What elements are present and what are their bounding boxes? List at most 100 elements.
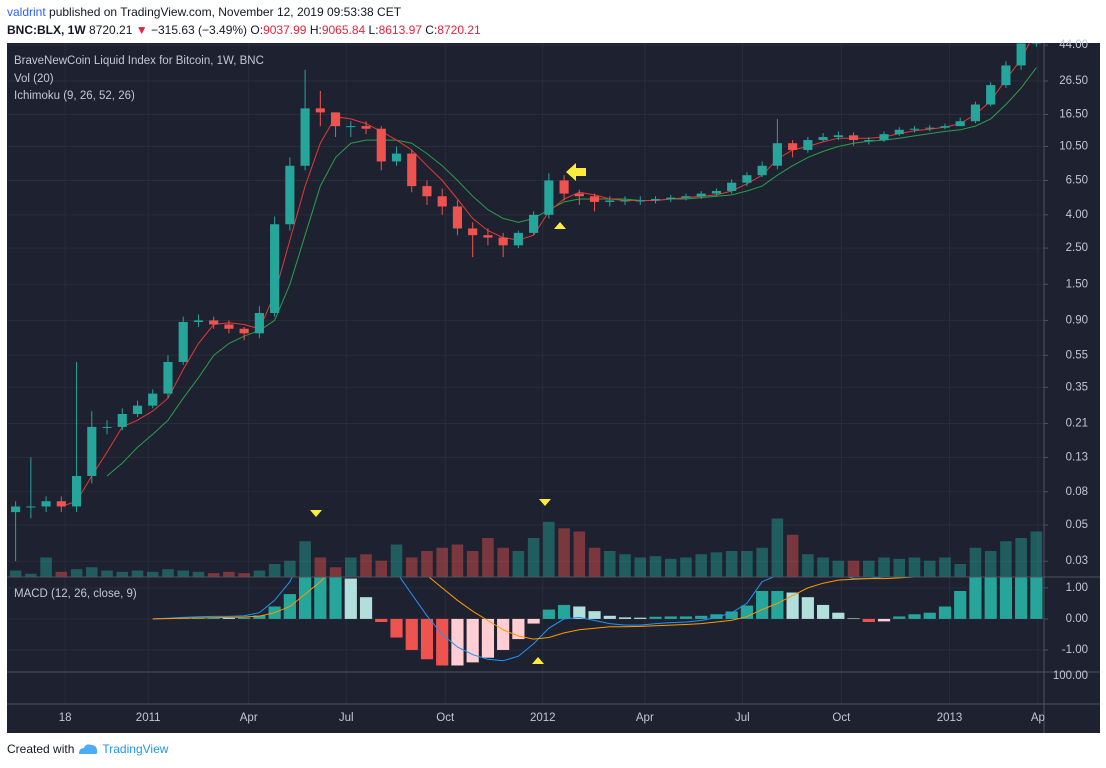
y-tick-label: 1.50 [1066, 278, 1088, 290]
volume-bar [588, 547, 601, 577]
candle-body [529, 214, 539, 233]
macd-histogram-bar [816, 604, 830, 619]
volume-bar [832, 560, 845, 577]
candle-body [818, 137, 828, 141]
macd-histogram-bar [436, 618, 449, 666]
x-tick-label: 2011 [136, 712, 161, 724]
y-tick-label: 26.50 [1059, 75, 1088, 87]
volume-bar [954, 564, 966, 577]
volume-bar [817, 557, 829, 577]
volume-bar [771, 518, 784, 577]
macd-histogram-bar [481, 618, 495, 658]
macd-histogram-bar [618, 617, 632, 619]
macd-histogram-bar [542, 609, 555, 619]
volume-bar [9, 570, 22, 577]
open: 9037.99 [263, 23, 307, 37]
volume-legend: Vol (20) [14, 73, 54, 85]
volume-bar [1015, 538, 1027, 577]
candle-body [361, 126, 371, 129]
volume-bar [847, 560, 860, 577]
volume-bar [223, 571, 235, 577]
volume-bar [786, 534, 799, 577]
l-label: L: [368, 23, 379, 37]
macd-histogram-bar [603, 615, 616, 619]
candle-body [666, 197, 676, 200]
macd-histogram-bar [877, 618, 891, 622]
volume-bar [360, 554, 372, 577]
marker-up [554, 222, 566, 229]
volume-bar [741, 551, 753, 577]
candle-body [209, 320, 219, 325]
macd-histogram-bar [298, 577, 312, 619]
macd-histogram-bar [969, 577, 982, 619]
candle-body [894, 129, 904, 135]
candle-body [909, 128, 920, 130]
volume-bar [664, 558, 677, 577]
candle-body [605, 200, 615, 202]
brand[interactable]: TradingView [102, 742, 169, 756]
macd-histogram-bar [1015, 577, 1028, 619]
down-arrow: ▼ [135, 23, 148, 37]
h-label: H: [309, 23, 322, 37]
last-price: 8720.21 [89, 23, 133, 37]
volume-bar [680, 557, 692, 577]
macd-histogram-bar [451, 618, 464, 666]
candle-body [87, 426, 97, 476]
axes: 100.00 18 2011 Apr Jul Oct 2012 Apr Jul Oct 2013 A… [7, 39, 1100, 733]
candle-body [986, 85, 996, 105]
marker-down [310, 510, 322, 517]
x-tick-label: Oct [832, 712, 851, 724]
x-tick-label: Apr [636, 712, 654, 724]
candle-body [285, 165, 295, 225]
candle-body [513, 232, 523, 246]
candle-body [848, 135, 859, 141]
macd-tick-label: 1.00 [1066, 582, 1088, 594]
candle-body [148, 393, 158, 406]
macd-histogram-bar [999, 577, 1013, 619]
macd-histogram-bar [588, 611, 601, 619]
y-tick-label: 4.00 [1066, 209, 1088, 221]
volume-bar [40, 557, 52, 577]
y-tick-label: 0.21 [1066, 417, 1088, 429]
y-tick-label: 44.00 [1059, 39, 1088, 51]
high: 9065.84 [321, 23, 366, 37]
symbol-line: BNC:BLX, 1W 8720.21 ▼ −315.63 (−3.49%) O… [7, 23, 481, 37]
candle-body [940, 126, 950, 128]
author[interactable]: valdrint [7, 5, 46, 19]
macd-histogram-bar [420, 618, 434, 660]
volume-bar [451, 544, 464, 577]
candle-body [11, 506, 21, 513]
volume-bar [436, 547, 448, 577]
volume-bar [1030, 531, 1043, 577]
candle-body [178, 322, 188, 363]
macd-histogram-bar [253, 615, 266, 619]
x-tick-label: Jul [339, 712, 354, 724]
ichimoku-legend: Ichimoku (9, 26, 52, 26) [14, 90, 135, 102]
candle-body [315, 108, 325, 113]
macd-histogram-bar [405, 618, 418, 650]
macd-histogram-bar [786, 592, 799, 619]
x-tick-label: 2012 [530, 712, 556, 724]
candle-body [483, 235, 493, 238]
candle-body [132, 405, 143, 414]
lower-pane-tick: 100.00 [1053, 670, 1088, 682]
macd-histogram-bar [695, 615, 708, 619]
footer: Created with TradingView [7, 742, 168, 756]
y-tick-label: 10.50 [1059, 141, 1088, 153]
volume-bar [238, 573, 250, 577]
candle-body [422, 186, 432, 197]
logo [79, 744, 98, 754]
macd-histogram-bar [557, 604, 571, 619]
candle-body [26, 506, 36, 508]
candle-body [270, 224, 280, 313]
volume-bar [725, 551, 738, 577]
candle-body [117, 413, 127, 427]
close: 8720.21 [437, 23, 481, 37]
volume-bar [268, 564, 281, 577]
candle-body [468, 228, 478, 236]
volume-bar [131, 570, 144, 577]
candle-body [864, 140, 874, 142]
macd-histogram-bar [329, 577, 342, 619]
volume-bar [86, 567, 98, 577]
macd-histogram-bar [954, 590, 967, 619]
